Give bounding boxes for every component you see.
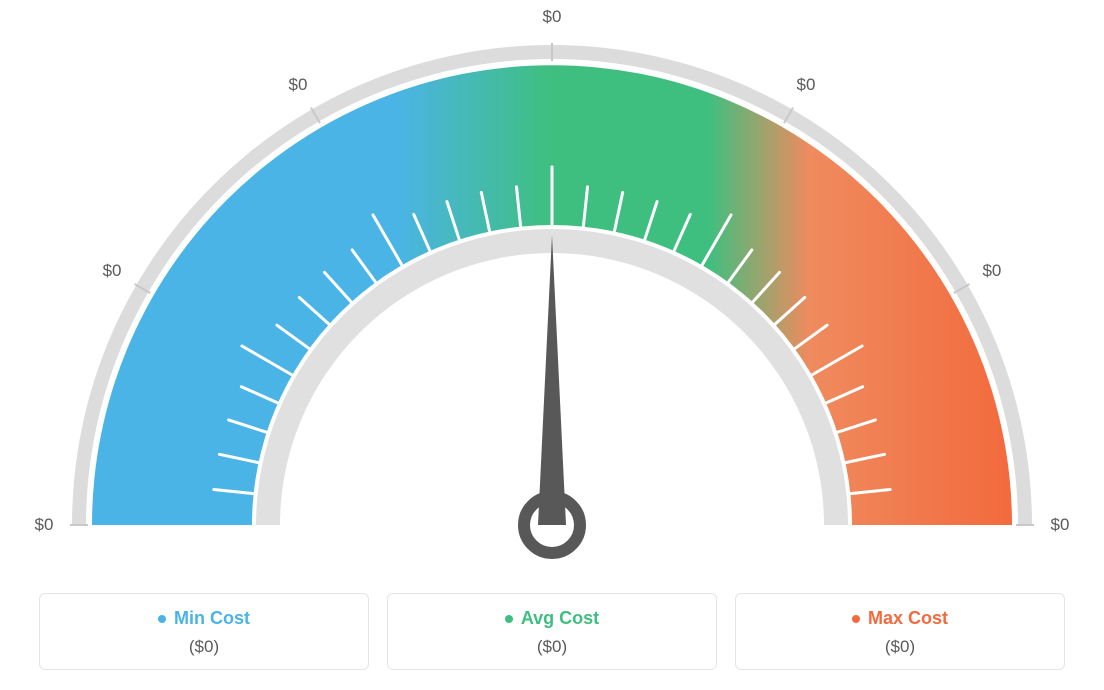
legend-card-avg: Avg Cost ($0) xyxy=(387,593,717,670)
legend-label-text: Avg Cost xyxy=(521,608,599,629)
legend-label-min: Min Cost xyxy=(40,608,368,629)
legend-card-min: Min Cost ($0) xyxy=(39,593,369,670)
dot-icon xyxy=(852,615,860,623)
gauge-tick-label: $0 xyxy=(289,75,308,95)
legend-label-avg: Avg Cost xyxy=(388,608,716,629)
gauge-tick-label: $0 xyxy=(35,515,54,535)
legend-label-max: Max Cost xyxy=(736,608,1064,629)
gauge-tick-label: $0 xyxy=(982,261,1001,281)
gauge-chart-container: $0 $0 $0 $0 $0 $0 $0 Min Cost ($0) Avg Cost ($… xyxy=(0,0,1104,690)
legend-row: Min Cost ($0) Avg Cost ($0) Max Cost ($0… xyxy=(39,593,1065,670)
legend-value-avg: ($0) xyxy=(388,637,716,657)
gauge-tick-label: $0 xyxy=(103,261,122,281)
dot-icon xyxy=(158,615,166,623)
legend-label-text: Max Cost xyxy=(868,608,948,629)
gauge-tick-label: $0 xyxy=(797,75,816,95)
legend-value-min: ($0) xyxy=(40,637,368,657)
dot-icon xyxy=(505,615,513,623)
gauge-tick-label: $0 xyxy=(1051,515,1070,535)
gauge-tick-label: $0 xyxy=(543,7,562,27)
legend-value-max: ($0) xyxy=(736,637,1064,657)
legend-label-text: Min Cost xyxy=(174,608,250,629)
gauge-svg xyxy=(0,0,1104,560)
legend-card-max: Max Cost ($0) xyxy=(735,593,1065,670)
